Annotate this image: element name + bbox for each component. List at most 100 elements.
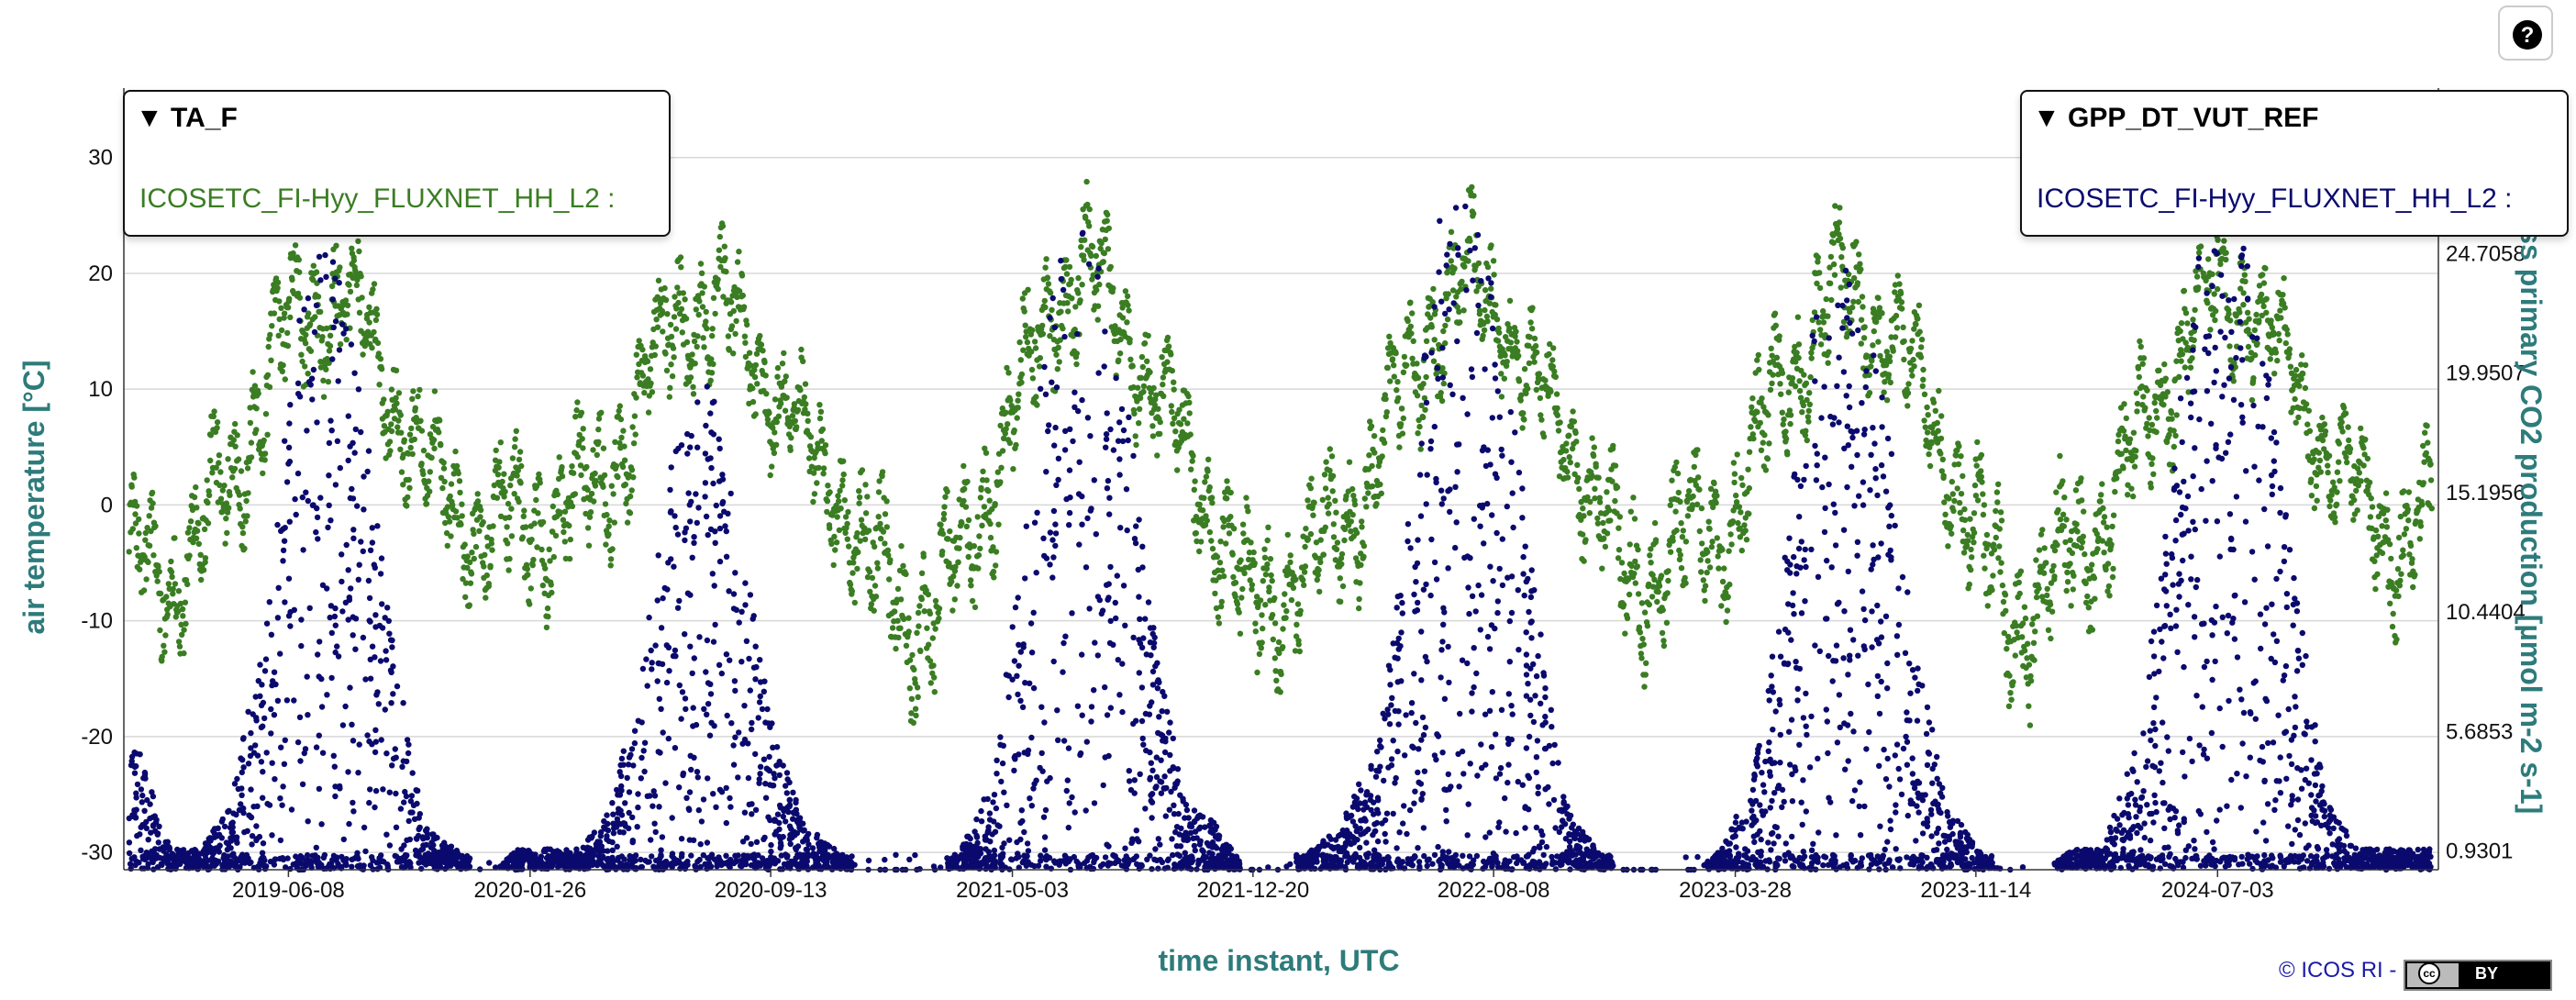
temperature-point — [1266, 584, 1272, 591]
temperature-point — [2267, 356, 2273, 362]
temperature-point — [2078, 475, 2084, 482]
temperature-point — [1176, 406, 1183, 413]
temperature-point — [1892, 334, 1899, 340]
temperature-point — [1429, 299, 1436, 306]
temperature-point — [572, 414, 579, 420]
gpp-point — [329, 259, 337, 265]
temperature-point — [320, 394, 328, 400]
temperature-point — [864, 494, 871, 500]
temperature-point — [239, 524, 246, 530]
temperature-point — [2121, 401, 2127, 407]
temperature-point — [654, 324, 661, 330]
temperature-point — [1516, 352, 1522, 360]
temperature-point — [148, 528, 154, 535]
temperature-point — [2409, 556, 2415, 562]
temperature-point — [1259, 639, 1265, 646]
temperature-point — [1423, 373, 1429, 381]
temperature-point — [1073, 350, 1081, 357]
temperature-point — [1659, 629, 1666, 637]
temperature-point — [1999, 582, 2006, 589]
temperature-point — [817, 408, 825, 415]
temperature-point — [2007, 690, 2014, 696]
temperature-point — [1266, 588, 1272, 594]
temperature-point — [1983, 531, 1991, 539]
temperature-point — [634, 374, 640, 381]
temperature-point — [325, 378, 332, 385]
temperature-point — [1643, 660, 1649, 666]
temperature-point — [1316, 567, 1322, 573]
temperature-point — [1249, 582, 1256, 588]
temperature-point — [2063, 587, 2070, 594]
temperature-point — [911, 666, 917, 672]
temperature-point — [464, 564, 471, 572]
temperature-point — [545, 613, 551, 620]
temperature-point — [1677, 498, 1683, 505]
temperature-point — [1516, 378, 1523, 384]
temperature-point — [1974, 497, 1982, 504]
temperature-point — [1010, 466, 1016, 472]
temperature-point — [460, 575, 466, 583]
gpp-point — [649, 853, 655, 860]
temperature-point — [1921, 391, 1928, 397]
temperature-point — [1637, 629, 1644, 636]
temperature-point — [1991, 547, 1998, 553]
temperature-point — [405, 494, 411, 501]
temperature-point — [1140, 388, 1147, 395]
temperature-point — [961, 485, 968, 493]
temperature-point — [1938, 450, 1944, 457]
gpp-point — [710, 639, 717, 645]
temperature-point — [320, 377, 327, 383]
temperature-point — [1075, 290, 1082, 296]
temperature-point — [148, 505, 155, 511]
temperature-point — [939, 530, 947, 538]
temperature-point — [2172, 432, 2179, 439]
temperature-point — [2168, 409, 2175, 417]
temperature-point — [1373, 501, 1380, 507]
temperature-point — [749, 385, 756, 392]
temperature-point — [1998, 517, 2005, 524]
temperature-point — [1381, 439, 1388, 446]
temperature-point — [418, 428, 426, 434]
gpp-point — [2209, 283, 2215, 290]
temperature-point — [1836, 219, 1843, 226]
temperature-point — [909, 651, 916, 659]
gpp-point — [1439, 750, 1446, 756]
temperature-point — [2427, 477, 2435, 483]
temperature-point — [1804, 437, 1811, 444]
temperature-point — [927, 610, 934, 617]
temperature-point — [787, 447, 794, 453]
temperature-point — [960, 462, 967, 470]
temperature-point — [1518, 392, 1525, 398]
temperature-point — [213, 464, 219, 471]
temperature-point — [1533, 349, 1540, 356]
temperature-point — [792, 417, 798, 424]
temperature-point — [1330, 521, 1338, 528]
temperature-point — [1015, 405, 1021, 411]
temperature-point — [946, 560, 952, 567]
temperature-point — [926, 641, 932, 648]
temperature-point — [2115, 438, 2122, 445]
temperature-point — [791, 401, 798, 407]
temperature-point — [2181, 287, 2188, 294]
temperature-point — [1150, 384, 1157, 392]
temperature-point — [2017, 568, 2025, 574]
temperature-point — [2277, 307, 2283, 314]
temperature-point — [2282, 305, 2288, 311]
temperature-point — [186, 525, 193, 531]
temperature-point — [574, 453, 581, 461]
temperature-point — [807, 434, 815, 440]
temperature-point — [1624, 615, 1631, 621]
temperature-point — [1280, 626, 1286, 632]
temperature-point — [778, 400, 784, 407]
temperature-point — [1514, 339, 1520, 345]
temperature-point — [1820, 319, 1827, 326]
temperature-point — [1491, 272, 1497, 278]
temperature-point — [2327, 497, 2334, 504]
temperature-point — [1538, 417, 1545, 423]
temperature-point — [1793, 350, 1800, 356]
temperature-point — [1871, 328, 1878, 335]
temperature-point — [822, 442, 829, 449]
temperature-point — [1915, 302, 1923, 308]
temperature-point — [1631, 516, 1638, 522]
temperature-point — [1859, 294, 1866, 300]
